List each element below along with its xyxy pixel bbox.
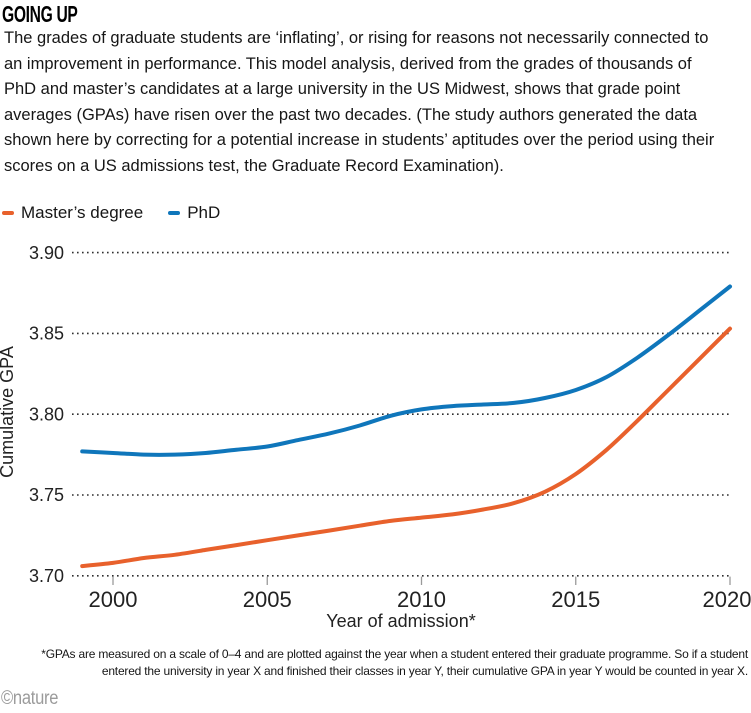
phd-line [80,284,732,457]
legend-item-masters: Master’s degree [2,203,143,223]
legend-label-phd: PhD [187,203,221,222]
masters-line [80,326,732,569]
legend-item-phd: PhD [168,203,220,223]
footnote: *GPAs are measured on a scale of 0–4 and… [41,647,748,678]
y-axis-title: Cumulative GPA [0,346,17,478]
y-tick-label: 3.75 [29,485,64,505]
x-tick-label: 2005 [243,587,292,612]
line-chart: 3.90 3.85 3.80 3.75 3.70 2000 2005 2010 2015 2020… [0,243,751,631]
legend-label-masters: Master’s degree [21,203,144,222]
chart-grid-layer: 3.90 3.85 3.80 3.75 3.70 2000 2005 2010 2015 2020 [29,243,751,612]
x-tick-label: 2010 [397,587,446,612]
x-tick-label: 2000 [89,587,138,612]
y-tick-label: 3.90 [29,243,64,263]
x-axis-title: Year of admission* [326,611,475,631]
legend: Master’s degree PhD [2,203,220,223]
y-tick-label: 3.80 [29,404,64,424]
x-tick-label: 2020 [703,587,751,612]
y-tick-label: 3.85 [29,324,64,344]
intro-text: The grades of graduate students are ‘inf… [4,29,715,175]
phd-line-swatch-icon [168,210,181,216]
masters-line-swatch-icon [2,210,14,216]
x-tick-label: 2015 [551,587,600,612]
nature-logo: ©nature [1,688,59,709]
page-title: GOING UP [2,1,78,27]
y-tick-label: 3.70 [29,566,64,586]
